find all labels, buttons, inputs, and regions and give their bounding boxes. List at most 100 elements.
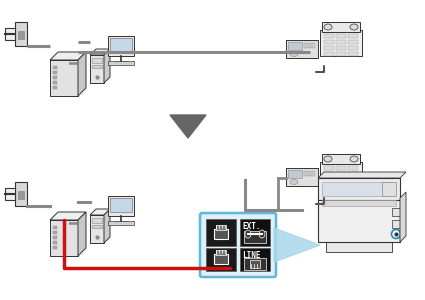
- Bar: [53, 246, 57, 249]
- Text: LINE: LINE: [242, 251, 261, 260]
- Bar: [53, 71, 57, 74]
- Bar: [114, 221, 128, 224]
- Bar: [240, 248, 270, 271]
- Polygon shape: [274, 228, 320, 262]
- Bar: [244, 231, 266, 243]
- Bar: [320, 30, 362, 56]
- Bar: [348, 172, 358, 176]
- Polygon shape: [90, 215, 104, 243]
- Bar: [318, 178, 400, 200]
- Bar: [326, 240, 392, 252]
- Ellipse shape: [290, 179, 298, 184]
- Bar: [336, 34, 346, 38]
- Bar: [308, 171, 311, 176]
- Bar: [53, 236, 57, 239]
- Bar: [108, 61, 134, 65]
- Bar: [322, 200, 396, 206]
- Bar: [206, 219, 236, 246]
- Bar: [336, 166, 346, 170]
- Bar: [118, 222, 124, 224]
- Polygon shape: [90, 209, 110, 215]
- Bar: [322, 22, 360, 32]
- Polygon shape: [104, 209, 110, 243]
- Bar: [15, 182, 27, 206]
- Bar: [348, 178, 358, 182]
- Bar: [214, 254, 228, 264]
- Bar: [110, 198, 132, 212]
- Bar: [288, 42, 302, 50]
- Bar: [312, 43, 315, 48]
- Bar: [324, 172, 334, 176]
- Bar: [110, 222, 116, 224]
- Bar: [320, 162, 362, 188]
- Bar: [336, 184, 346, 188]
- Bar: [324, 52, 334, 56]
- Ellipse shape: [350, 156, 358, 162]
- Bar: [336, 46, 346, 50]
- Bar: [318, 198, 400, 242]
- Bar: [348, 166, 358, 170]
- Bar: [250, 260, 260, 268]
- Bar: [286, 168, 318, 186]
- Bar: [53, 66, 57, 69]
- Polygon shape: [50, 60, 78, 96]
- Bar: [286, 40, 318, 58]
- Bar: [336, 52, 346, 56]
- Ellipse shape: [245, 230, 251, 238]
- Bar: [126, 62, 132, 64]
- Bar: [324, 46, 334, 50]
- Bar: [336, 172, 346, 176]
- Bar: [108, 221, 134, 225]
- Bar: [114, 61, 128, 64]
- Bar: [348, 52, 358, 56]
- Bar: [53, 241, 57, 244]
- Bar: [92, 218, 102, 223]
- Ellipse shape: [259, 230, 265, 238]
- Text: EXT.: EXT.: [242, 222, 261, 231]
- Ellipse shape: [324, 156, 332, 162]
- Bar: [240, 219, 270, 246]
- Polygon shape: [104, 49, 110, 83]
- Ellipse shape: [290, 52, 298, 56]
- Bar: [324, 178, 334, 182]
- Bar: [308, 43, 311, 48]
- Bar: [324, 34, 334, 38]
- Bar: [348, 34, 358, 38]
- FancyBboxPatch shape: [200, 213, 276, 277]
- Bar: [5, 28, 15, 40]
- Bar: [18, 191, 24, 199]
- Bar: [324, 184, 334, 188]
- Bar: [304, 171, 307, 176]
- Bar: [53, 81, 57, 84]
- Bar: [92, 65, 102, 68]
- Bar: [336, 40, 346, 44]
- Bar: [216, 225, 226, 230]
- Bar: [216, 250, 226, 255]
- Bar: [392, 220, 400, 228]
- Polygon shape: [400, 192, 406, 242]
- Bar: [322, 182, 388, 196]
- Bar: [110, 62, 116, 64]
- Bar: [392, 208, 400, 216]
- Bar: [108, 196, 134, 216]
- Bar: [53, 231, 57, 234]
- Bar: [304, 43, 307, 48]
- Polygon shape: [50, 52, 86, 60]
- Bar: [348, 184, 358, 188]
- Ellipse shape: [350, 24, 358, 30]
- Bar: [348, 46, 358, 50]
- Bar: [15, 22, 27, 46]
- Bar: [53, 76, 57, 79]
- Polygon shape: [78, 212, 86, 256]
- Ellipse shape: [324, 24, 332, 30]
- Bar: [92, 58, 102, 63]
- Bar: [5, 188, 15, 200]
- Bar: [53, 86, 57, 89]
- Polygon shape: [50, 220, 78, 256]
- Bar: [108, 36, 134, 56]
- Bar: [214, 229, 228, 239]
- Bar: [382, 182, 396, 196]
- Polygon shape: [50, 212, 86, 220]
- Bar: [348, 40, 358, 44]
- Bar: [53, 226, 57, 229]
